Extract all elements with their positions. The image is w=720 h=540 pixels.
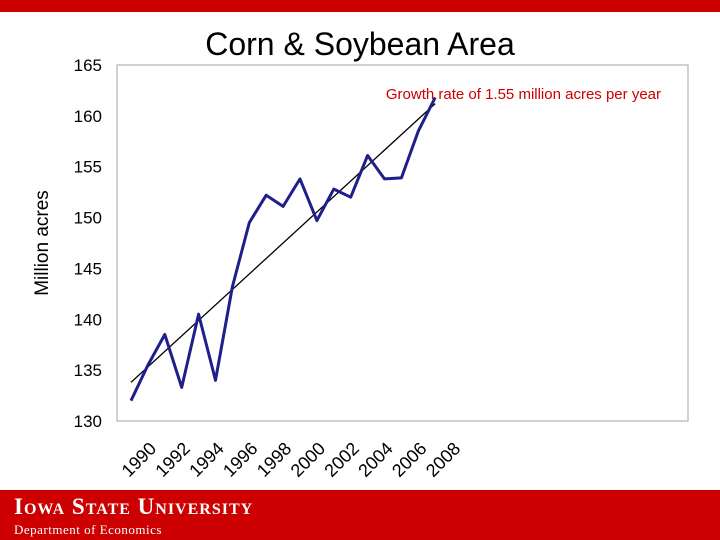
trend-line — [130, 103, 436, 383]
x-tick-label: 2004 — [354, 438, 396, 480]
x-tick-label: 1994 — [185, 438, 227, 480]
y-tick-label: 155 — [74, 158, 102, 177]
y-tick-label: 130 — [74, 412, 102, 431]
university-logo: Iowa State University — [14, 494, 254, 519]
x-tick-label: 2006 — [388, 438, 430, 480]
y-tick-label: 145 — [74, 259, 102, 278]
y-tick-label: 160 — [74, 107, 102, 126]
y-tick-label: 140 — [74, 310, 102, 329]
x-tick-label: 2000 — [287, 438, 329, 480]
slide-title: Corn & Soybean Area — [205, 26, 515, 62]
x-tick-label: 1992 — [151, 438, 193, 480]
y-axis: 130 135 140 145 150 155 160 165 — [74, 56, 102, 431]
y-axis-label: Million acres — [32, 190, 53, 296]
x-tick-label: 2008 — [422, 438, 464, 480]
y-tick-label: 135 — [74, 361, 102, 380]
trend-annotation: Growth rate of 1.55 million acres per ye… — [386, 86, 661, 103]
x-tick-label: 2002 — [320, 438, 362, 480]
series-line — [129, 96, 437, 402]
x-tick-label: 1990 — [118, 438, 160, 480]
department-name: Department of Economics — [14, 522, 162, 537]
y-tick-label: 165 — [74, 56, 102, 75]
footer-bar: Iowa State University Department of Econ… — [0, 490, 720, 540]
top-accent-bar — [0, 0, 720, 12]
x-tick-label: 1996 — [219, 438, 261, 480]
x-tick-label: 1998 — [253, 438, 295, 480]
y-tick-label: 150 — [74, 209, 102, 228]
plot-area — [116, 64, 689, 422]
